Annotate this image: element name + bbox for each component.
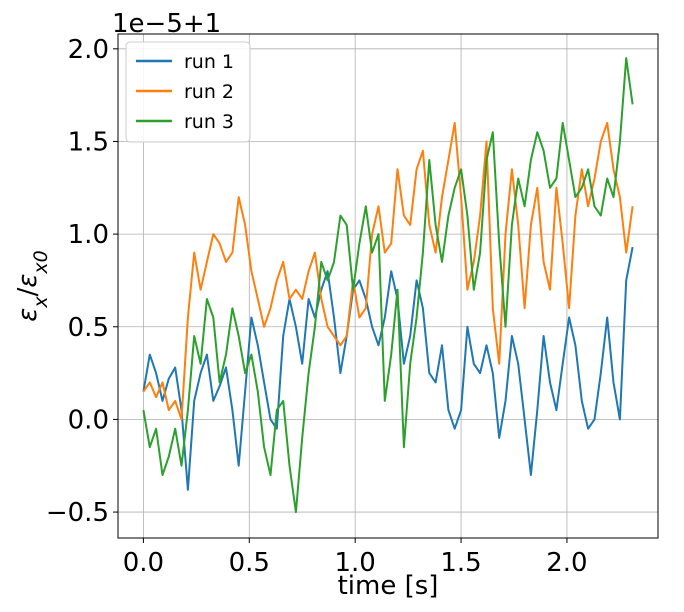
x-axis-label: time [s] <box>338 571 439 601</box>
legend-label-run-1: run 1 <box>184 51 234 73</box>
series-layer <box>142 57 634 514</box>
series-line-run-1 <box>142 246 634 491</box>
legend-label-run-2: run 2 <box>184 81 234 103</box>
y-tick-label: 0.5 <box>68 313 109 343</box>
legend: run 1 run 2 run 3 <box>125 41 251 143</box>
y-tick-label: 1.5 <box>68 127 109 157</box>
series-line-run-2 <box>142 121 634 421</box>
series-line-run-3 <box>142 57 634 514</box>
x-tick-label: 1.0 <box>334 548 375 578</box>
x-tick-label: 0.5 <box>229 548 270 578</box>
legend-box <box>125 41 251 143</box>
y-tick-label: −0.5 <box>46 498 109 528</box>
x-tick-label: 0.0 <box>123 548 164 578</box>
y-tick-label: 1.0 <box>68 220 109 250</box>
y-axis-label: εx/εx0 <box>13 250 52 321</box>
legend-label-run-3: run 3 <box>184 111 234 133</box>
y-tick-label: 0.0 <box>68 405 109 435</box>
plot-frame <box>117 33 659 539</box>
ticks: 0.0 0.5 1.0 1.5 2.0 −0.5 0.0 0.5 1.0 1.5 2.0 <box>46 35 588 578</box>
x-tick-label: 2.0 <box>546 548 587 578</box>
axis-offset-text: 1e−5+1 <box>112 9 221 39</box>
x-tick-label: 1.5 <box>440 548 481 578</box>
y-tick-label: 2.0 <box>68 35 109 65</box>
